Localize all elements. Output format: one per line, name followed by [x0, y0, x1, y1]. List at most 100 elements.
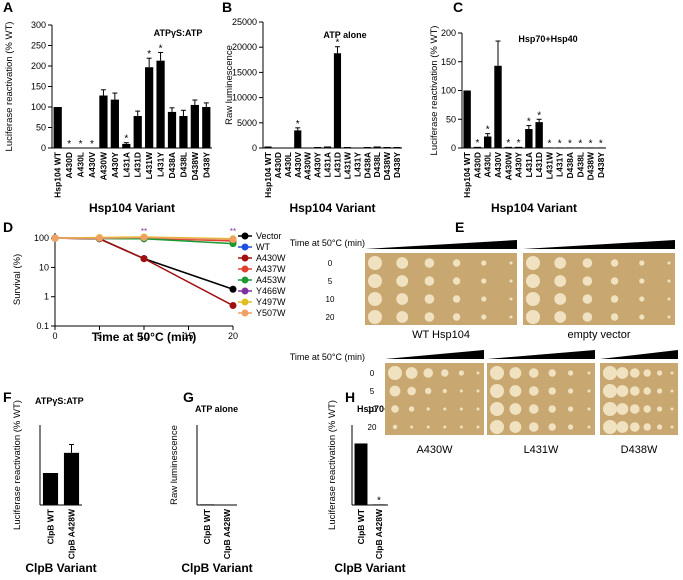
plate-label: A430W	[416, 444, 453, 456]
spot	[587, 389, 591, 393]
spot	[548, 405, 556, 413]
panel-title: ATPγS:ATP	[154, 28, 203, 38]
significance: *	[124, 134, 128, 145]
legend-marker	[241, 298, 249, 306]
bar	[363, 146, 371, 148]
y-tick-label: 0	[451, 143, 456, 153]
bar	[42, 473, 59, 505]
time-value: 5	[328, 277, 333, 286]
x-tick-label: A430W	[303, 151, 313, 180]
spot	[459, 407, 463, 411]
x-tick-label: D438Y	[201, 152, 211, 178]
spot	[396, 311, 409, 323]
time-value: 10	[368, 405, 377, 414]
time-value: 5	[370, 387, 375, 396]
spot	[441, 369, 449, 377]
x-tick-label: A430W	[503, 151, 513, 180]
spot	[459, 389, 463, 393]
spot	[657, 370, 663, 376]
bar	[535, 122, 543, 148]
panel-title: ATP alone	[323, 30, 366, 40]
spot	[458, 370, 464, 376]
x-tick-label: D438L	[575, 152, 585, 178]
spot	[630, 422, 640, 432]
spot	[529, 368, 539, 378]
plate	[365, 253, 517, 325]
x-tick-label: L431A	[524, 152, 534, 178]
x-tick-label: L431D	[534, 152, 544, 178]
significance: *	[159, 43, 163, 54]
legend-marker	[241, 265, 249, 273]
spot	[509, 385, 522, 397]
dilution-wedge	[487, 350, 595, 359]
bar	[354, 443, 368, 505]
significance: *	[506, 138, 510, 149]
significance: *	[558, 138, 562, 149]
spot	[582, 258, 593, 268]
spot	[603, 402, 617, 416]
significance: *	[568, 138, 572, 149]
x-tick-label: Hsp104 WT	[263, 151, 273, 198]
time-value: 20	[326, 313, 335, 322]
time-value: 20	[368, 423, 377, 432]
bar	[202, 107, 211, 148]
spot	[391, 405, 399, 413]
y-tick-label: 0.1	[36, 321, 49, 331]
bar	[383, 146, 391, 148]
y-tick-label: 50	[446, 114, 456, 124]
spot	[630, 368, 640, 378]
spot	[443, 407, 447, 411]
bar	[514, 146, 523, 148]
legend-marker	[241, 232, 249, 240]
x-tick-label: ClpB WT	[46, 508, 56, 544]
bar	[576, 147, 584, 148]
x-tick-label: D438W	[190, 151, 200, 180]
spot	[407, 386, 416, 396]
spot	[410, 425, 414, 429]
y-tick-label: 250	[31, 41, 46, 51]
x-tick-label: ClpB WT	[202, 508, 212, 544]
significance: *	[527, 117, 531, 128]
significance: *	[517, 138, 521, 149]
y-tick-label: 25000	[232, 17, 257, 27]
bar	[133, 116, 142, 148]
y-tick-label: 0	[252, 143, 257, 153]
x-tick-label: Hsp104 WT	[462, 151, 472, 198]
spot	[389, 385, 401, 397]
spot	[368, 274, 382, 288]
x-tick-label: L431D	[133, 152, 143, 178]
bar	[99, 95, 108, 148]
x-tick-label: L431Y	[555, 152, 565, 177]
x-tick-label: A430Y	[514, 152, 524, 178]
bar	[110, 99, 119, 148]
bar	[53, 107, 62, 148]
spot	[603, 420, 617, 434]
x-tick-label: D438Y	[596, 152, 606, 178]
point	[51, 234, 59, 242]
spot	[526, 292, 540, 306]
x-tick-label: D438L	[372, 152, 382, 178]
bar	[314, 146, 322, 148]
time-label: Time at 50°C (min)	[290, 238, 365, 248]
dilution-wedge	[365, 240, 517, 249]
series-line	[54, 237, 234, 290]
bar	[494, 65, 502, 148]
spot	[568, 370, 574, 376]
spot	[396, 257, 409, 269]
series-line	[55, 236, 234, 241]
bar	[190, 104, 199, 148]
spot	[667, 279, 671, 283]
plate	[487, 363, 595, 435]
spot	[529, 404, 539, 414]
significance: *	[599, 138, 603, 149]
x-tick-label: L431Y	[352, 152, 362, 177]
bar	[566, 147, 574, 148]
x-tick-label: 20	[228, 331, 238, 341]
spot	[582, 294, 593, 304]
panel-letter: D	[3, 219, 13, 235]
spot	[424, 276, 435, 286]
x-tick-label: D438W	[382, 151, 392, 180]
legend-label: A437W	[256, 264, 286, 274]
x-tick-label: A430D	[64, 152, 74, 178]
spot	[587, 371, 591, 375]
